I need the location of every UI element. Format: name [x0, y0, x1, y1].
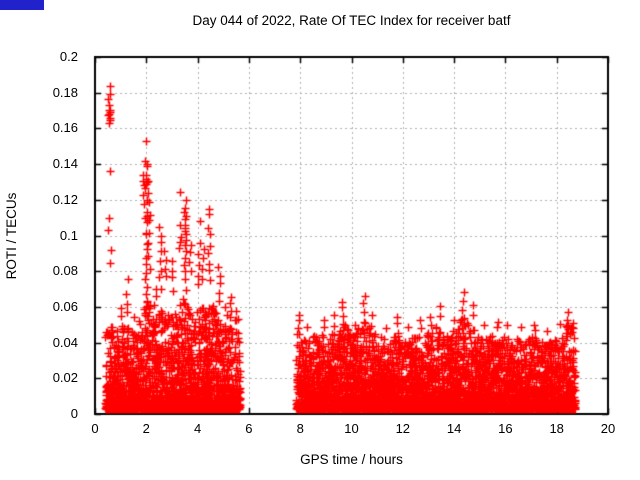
- blue-corner-bar: [0, 0, 44, 10]
- y-tick-label: 0.16: [52, 120, 78, 136]
- y-tick-label: 0.2: [59, 49, 78, 64]
- y-tick-label: 0: [70, 406, 78, 421]
- x-tick-label: 20: [600, 421, 616, 436]
- x-tick-label: 8: [296, 421, 304, 436]
- x-tick-label: 14: [446, 421, 462, 436]
- x-axis-title: GPS time / hours: [300, 452, 403, 467]
- chart-title: Day 044 of 2022, Rate Of TEC Index for r…: [192, 13, 511, 28]
- y-tick-label: 0.12: [52, 191, 78, 207]
- x-tick-label: 0: [91, 421, 99, 436]
- x-tick-label: 2: [142, 421, 150, 436]
- x-tick-label: 16: [498, 421, 513, 436]
- x-tick-label: 4: [193, 421, 202, 436]
- y-tick-label: 0.18: [52, 84, 78, 100]
- y-tick-label: 0.06: [52, 298, 78, 314]
- x-tick-label: 12: [395, 421, 411, 436]
- x-tick-label: 18: [549, 421, 564, 436]
- y-tick-label: 0.08: [52, 263, 78, 279]
- y-tick-label: 0.14: [52, 156, 78, 172]
- x-tick-label: 6: [245, 421, 253, 436]
- x-tick-label: 10: [344, 421, 359, 436]
- y-tick-label: 0.02: [52, 370, 78, 386]
- y-tick-label: 0.04: [52, 334, 78, 350]
- y-tick-label: 0.1: [59, 227, 78, 243]
